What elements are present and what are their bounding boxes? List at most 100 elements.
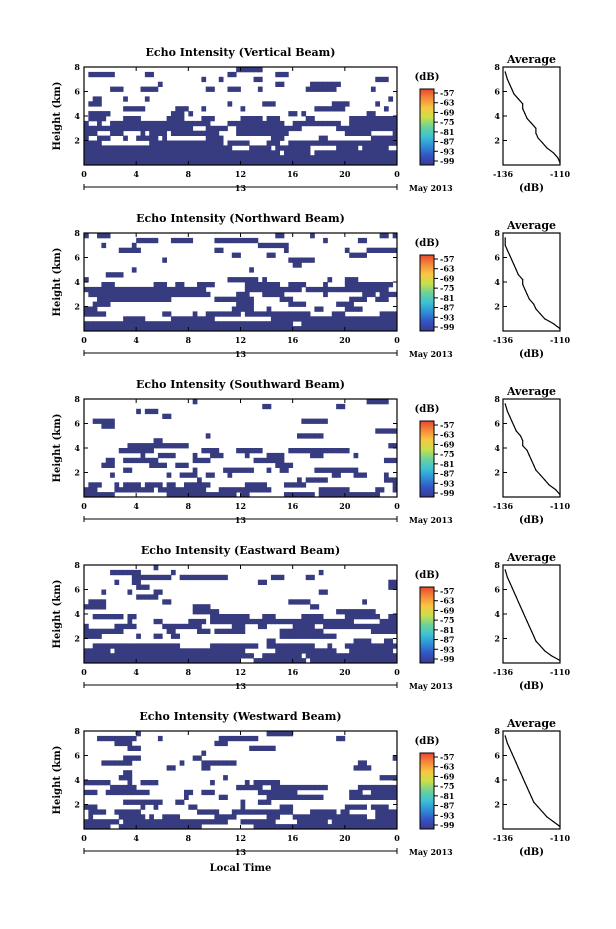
heatmap-cell (105, 780, 111, 786)
heatmap-cell (257, 745, 263, 751)
heatmap-cell (205, 150, 211, 156)
heatmap-cell (275, 784, 281, 791)
heatmap-cell (92, 111, 98, 117)
heatmap-cell (353, 653, 359, 659)
heatmap-cell (244, 155, 250, 161)
heatmap-cell (353, 492, 359, 498)
heatmap-cell (149, 824, 154, 830)
heatmap-cell (197, 457, 202, 464)
heatmap-cell (114, 145, 120, 151)
heatmap-cell (131, 819, 137, 825)
heatmap-cell (183, 482, 189, 488)
heatmap-cell (262, 658, 267, 664)
heatmap-cell (127, 443, 133, 449)
heatmap-cell (383, 643, 389, 649)
heatmap-cell (340, 814, 346, 820)
heatmap-cell (275, 574, 281, 581)
heatmap-cell (131, 326, 137, 332)
heatmap-cell (201, 321, 207, 327)
heatmap-cell (357, 316, 363, 322)
heatmap-cell (210, 472, 215, 478)
heatmap-cell (110, 457, 115, 464)
heatmap-cell (136, 296, 141, 302)
heatmap-cell (383, 638, 389, 644)
heatmap-cell (170, 326, 176, 332)
heatmap-cell (283, 653, 289, 659)
heatmap-cell (344, 819, 350, 825)
heatmap-cell (170, 443, 176, 449)
heatmap-cell (162, 574, 167, 581)
heatmap-cell (118, 155, 124, 161)
heatmap-cell (118, 809, 124, 815)
heatmap-cell (110, 120, 115, 127)
heatmap-cell (140, 658, 146, 664)
heatmap-cell (262, 579, 267, 585)
heatmap-cell (110, 462, 115, 468)
heatmap-cell (305, 433, 311, 439)
heatmap-cell (166, 574, 172, 581)
heatmap-cell (318, 658, 324, 664)
heatmap-cell (366, 155, 372, 161)
heatmap-cell (379, 286, 385, 293)
heatmap-cell (288, 784, 294, 791)
heatmap-cell (240, 799, 246, 805)
heatmap-cell (166, 120, 172, 127)
heatmap-cell (249, 311, 254, 317)
heatmap-cell (188, 111, 194, 117)
heatmap-cell (266, 824, 272, 830)
heatmap-cell (362, 638, 367, 644)
heatmap-cell (153, 482, 159, 488)
heatmap-cell (97, 140, 102, 146)
heatmap-cell (379, 648, 385, 654)
heatmap-cell (253, 824, 259, 830)
heatmap-cell (323, 653, 328, 659)
heatmap-cell (362, 155, 367, 161)
heatmap-cell (388, 160, 394, 166)
heatmap-cell (205, 482, 211, 488)
heatmap-cell (392, 247, 398, 253)
heatmap-cell (84, 604, 89, 610)
heatmap-cell (375, 326, 381, 332)
colorbar-tick-label: -93 (440, 478, 455, 488)
heatmap-cell (344, 140, 350, 146)
heatmap-cell (144, 160, 150, 166)
heatmap-cell (353, 316, 359, 322)
heatmap-cell (240, 735, 246, 742)
heatmap-cell (170, 116, 176, 122)
heatmap-cell (153, 589, 159, 595)
heatmap-cell (292, 311, 298, 317)
heatmap-cell (292, 145, 298, 151)
avg-y-tick-label: 6 (494, 419, 500, 429)
heatmap-cell (157, 438, 163, 444)
heatmap-cell (236, 150, 241, 156)
heatmap-cell (292, 599, 298, 605)
heatmap-cell (210, 86, 215, 92)
heatmap-cell (353, 824, 359, 830)
avg-x-tick-label: -110 (550, 335, 570, 345)
heatmap-cell (301, 633, 307, 639)
heatmap-cell (140, 653, 146, 659)
heatmap-cell (218, 658, 224, 664)
heatmap-cell (136, 160, 141, 166)
heatmap-cell (127, 291, 133, 298)
heatmap-cell (157, 618, 163, 625)
heatmap-cell (314, 418, 320, 424)
heatmap-cell (197, 155, 202, 161)
heatmap-cell (357, 658, 363, 664)
heatmap-cell (379, 291, 385, 298)
heatmap-cell (323, 135, 328, 141)
heatmap-cell (179, 321, 185, 327)
heatmap-cell (170, 819, 176, 825)
heatmap-cell (370, 784, 376, 791)
heatmap-cell (166, 116, 172, 122)
heatmap-cell (375, 628, 381, 634)
heatmap-cell (192, 457, 198, 464)
heatmap-cell (197, 286, 202, 293)
heatmap-cell (227, 643, 233, 649)
heatmap-cell (162, 824, 167, 830)
heatmap-cell (331, 618, 337, 625)
heatmap-cell (205, 448, 211, 454)
heatmap-cell (253, 809, 259, 815)
heatmap-cell (183, 106, 189, 112)
heatmap-cell (301, 623, 307, 630)
